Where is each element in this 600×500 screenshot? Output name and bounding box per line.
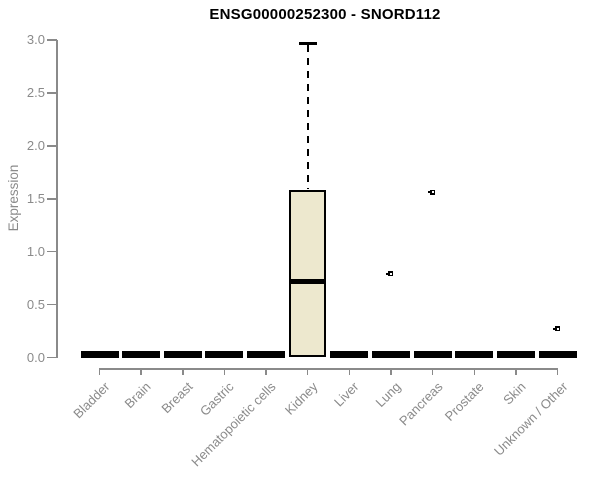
y-axis-tick [47,145,57,147]
y-axis-tick [47,92,57,94]
y-axis-tick-label: 2.0 [26,137,45,153]
chart-title: ENSG00000252300 - SNORD112 [209,6,441,23]
boxplot-flat-box [496,351,535,358]
whisker-cap [298,41,317,45]
x-axis-tick [265,368,267,375]
boxplot-flat-box [122,351,161,358]
outlier-point [428,189,436,195]
x-axis-tick [348,368,351,375]
boxplot-flat-box [247,351,286,358]
y-axis-tick [47,250,57,253]
outlier-point [553,326,561,332]
y-axis-tick-label: 1.5 [26,190,45,206]
x-axis-tick [182,368,184,375]
box-body [289,190,327,358]
boxplot-flat-box [371,351,410,358]
y-axis-tick [47,198,57,200]
whisker-line [306,45,310,190]
x-axis-tick [140,368,142,375]
x-axis-tick [556,368,559,375]
boxplot-flat-box [538,351,577,358]
y-axis-line [56,40,58,358]
x-axis-tick [431,368,434,375]
y-axis-tick-label: 3.0 [26,32,45,47]
x-axis-tick [515,368,517,375]
y-axis-tick-label: 0.5 [26,296,45,312]
y-axis-tick [47,356,57,359]
boxplot-flat-box [80,351,119,358]
boxplot-flat-box [413,351,452,358]
y-axis-tick-label: 2.5 [26,84,45,100]
x-axis-line [98,368,559,370]
x-axis-tick [390,368,392,375]
boxplot-flat-box [455,351,494,358]
y-axis-tick-label: 1.0 [26,243,45,259]
y-axis-tick-label: 0.0 [26,349,45,365]
x-axis-tick [98,368,101,375]
x-axis-tick [473,368,475,375]
x-axis-tick [223,368,226,375]
outlier-point [386,271,394,277]
y-axis-tick [47,303,57,306]
box-median-line [289,278,327,284]
boxplot-flat-box [330,351,369,358]
x-axis-tick [306,368,309,375]
boxplot-flat-box [163,351,202,358]
y-axis-tick [47,39,57,41]
boxplot-flat-box [205,351,244,358]
